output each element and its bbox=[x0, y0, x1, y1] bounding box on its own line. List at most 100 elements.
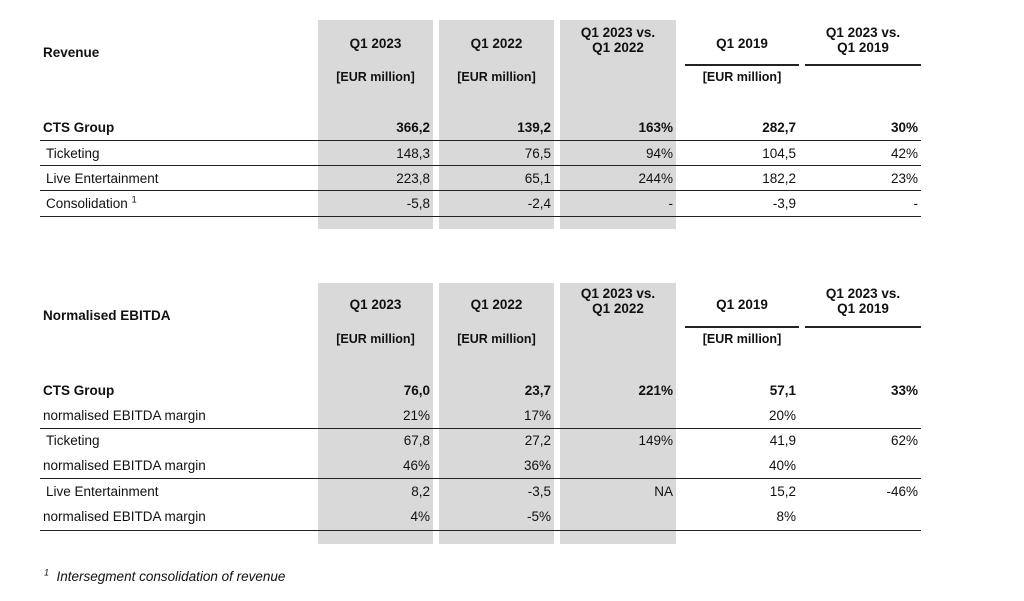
ebitda-cell: 8,2 bbox=[411, 484, 430, 499]
ebitda-cell: 76,0 bbox=[403, 383, 430, 398]
ebitda-row-label: Live Entertainment bbox=[46, 484, 159, 500]
revenue-cell: 244% bbox=[638, 171, 673, 186]
revenue-cell: 148,3 bbox=[396, 146, 430, 161]
ebitda-unit-1: [EUR million] bbox=[457, 332, 536, 346]
revenue-row-rule bbox=[40, 216, 921, 217]
revenue-col-header-1: Q1 2022 bbox=[470, 36, 523, 51]
revenue-unit-1: [EUR million] bbox=[457, 70, 536, 84]
ebitda-shade-col-0 bbox=[318, 283, 433, 544]
ebitda-cell: 27,2 bbox=[524, 433, 551, 448]
revenue-cell: 104,5 bbox=[762, 146, 796, 161]
ebitda-cell: 33% bbox=[890, 383, 918, 398]
footnote-text: Intersegment consolidation of revenue bbox=[56, 569, 286, 584]
revenue-col-header-2: Q1 2023 vs. Q1 2022 bbox=[580, 25, 656, 55]
revenue-row-rule bbox=[40, 190, 921, 191]
revenue-cell: 76,5 bbox=[524, 146, 551, 161]
revenue-row-label: Ticketing bbox=[46, 146, 100, 162]
ebitda-cell: 21% bbox=[402, 408, 430, 423]
ebitda-cell: 46% bbox=[402, 458, 430, 473]
revenue-shade-col-0 bbox=[318, 20, 433, 229]
revenue-col-header-3: Q1 2019 bbox=[716, 36, 768, 51]
revenue-cell: 139,2 bbox=[517, 120, 551, 135]
revenue-unit-0: [EUR million] bbox=[336, 70, 415, 84]
ebitda-row-label-text: normalised EBITDA margin bbox=[43, 509, 206, 524]
footnote: 1 Intersegment consolidation of revenue bbox=[44, 567, 286, 584]
ebitda-row-label: normalised EBITDA margin bbox=[43, 458, 206, 474]
revenue-cell: 23% bbox=[890, 171, 918, 186]
revenue-col-header-rule-4 bbox=[805, 64, 921, 66]
revenue-cell: - bbox=[668, 196, 674, 211]
revenue-row-label-text: Consolidation bbox=[46, 196, 128, 211]
ebitda-shade-col-2 bbox=[560, 283, 676, 544]
ebitda-cell: NA bbox=[654, 484, 673, 499]
ebitda-title: Normalised EBITDA bbox=[43, 308, 171, 323]
ebitda-cell: 20% bbox=[768, 408, 796, 423]
revenue-shade-col-2 bbox=[560, 20, 676, 229]
revenue-title: Revenue bbox=[43, 45, 100, 60]
ebitda-shade-col-1 bbox=[439, 283, 554, 544]
revenue-cell: - bbox=[913, 196, 919, 211]
ebitda-cell: 36% bbox=[523, 458, 551, 473]
ebitda-cell: 41,9 bbox=[769, 433, 796, 448]
revenue-row-label-text: Ticketing bbox=[46, 146, 100, 161]
ebitda-cell: 62% bbox=[890, 433, 918, 448]
revenue-cell: -2,4 bbox=[527, 196, 551, 211]
revenue-cell: 65,1 bbox=[524, 171, 551, 186]
ebitda-col-header-2: Q1 2023 vs. Q1 2022 bbox=[580, 286, 656, 316]
revenue-cell: 282,7 bbox=[762, 120, 796, 135]
ebitda-col-header-rule-4 bbox=[805, 326, 921, 328]
ebitda-cell: 149% bbox=[638, 433, 673, 448]
footnote-marker: 1 bbox=[44, 567, 50, 578]
revenue-row-rule bbox=[40, 140, 921, 141]
ebitda-cell: 221% bbox=[638, 383, 673, 398]
ebitda-cell: 67,8 bbox=[403, 433, 430, 448]
ebitda-row-label: normalised EBITDA margin bbox=[43, 509, 206, 525]
ebitda-unit-0: [EUR million] bbox=[336, 332, 415, 346]
revenue-cell: 94% bbox=[645, 146, 673, 161]
revenue-shade-col-1 bbox=[439, 20, 554, 229]
ebitda-cell: -5% bbox=[526, 509, 551, 524]
ebitda-row-rule bbox=[40, 530, 921, 531]
ebitda-row-label-text: normalised EBITDA margin bbox=[43, 458, 206, 473]
revenue-cell: 163% bbox=[638, 120, 673, 135]
revenue-row-label-text: CTS Group bbox=[43, 120, 115, 135]
revenue-col-header-0: Q1 2023 bbox=[349, 36, 402, 51]
ebitda-cell: -3,5 bbox=[527, 484, 551, 499]
revenue-cell: 42% bbox=[890, 146, 918, 161]
ebitda-unit-3: [EUR million] bbox=[702, 332, 782, 346]
ebitda-row-rule bbox=[40, 428, 921, 429]
ebitda-col-header-3: Q1 2019 bbox=[716, 297, 768, 312]
revenue-cell: 223,8 bbox=[396, 171, 430, 186]
ebitda-cell: 4% bbox=[410, 509, 430, 524]
ebitda-col-header-0: Q1 2023 bbox=[349, 297, 402, 312]
ebitda-row-label: Ticketing bbox=[46, 433, 100, 449]
revenue-cell: 182,2 bbox=[762, 171, 796, 186]
ebitda-cell: 15,2 bbox=[769, 484, 796, 499]
ebitda-row-label-text: Live Entertainment bbox=[46, 484, 159, 499]
revenue-col-header-rule-3 bbox=[685, 64, 799, 66]
revenue-row-footnote-marker: 1 bbox=[131, 194, 137, 205]
revenue-row-label: Live Entertainment bbox=[46, 171, 159, 187]
ebitda-row-label: CTS Group bbox=[43, 383, 114, 399]
revenue-row-label: CTS Group bbox=[43, 120, 114, 136]
ebitda-row-label-text: CTS Group bbox=[43, 383, 115, 398]
ebitda-cell: -46% bbox=[886, 484, 918, 499]
ebitda-row-label-text: normalised EBITDA margin bbox=[43, 408, 206, 423]
ebitda-cell: 17% bbox=[523, 408, 551, 423]
ebitda-col-header-1: Q1 2022 bbox=[470, 297, 523, 312]
ebitda-cell: 40% bbox=[768, 458, 796, 473]
ebitda-col-header-rule-3 bbox=[685, 326, 799, 328]
revenue-row-label-text: Live Entertainment bbox=[46, 171, 159, 186]
revenue-row-label: Consolidation 1 bbox=[46, 194, 137, 212]
revenue-cell: 30% bbox=[890, 120, 918, 135]
ebitda-row-label: normalised EBITDA margin bbox=[43, 408, 206, 424]
revenue-cell: -3,9 bbox=[772, 196, 796, 211]
ebitda-cell: 23,7 bbox=[524, 383, 551, 398]
revenue-cell: 366,2 bbox=[396, 120, 430, 135]
ebitda-col-header-4: Q1 2023 vs. Q1 2019 bbox=[825, 286, 901, 316]
revenue-cell: -5,8 bbox=[406, 196, 430, 211]
revenue-col-header-4: Q1 2023 vs. Q1 2019 bbox=[825, 25, 901, 55]
revenue-row-rule bbox=[40, 165, 921, 166]
revenue-unit-3: [EUR million] bbox=[702, 70, 782, 84]
ebitda-cell: 8% bbox=[776, 509, 796, 524]
